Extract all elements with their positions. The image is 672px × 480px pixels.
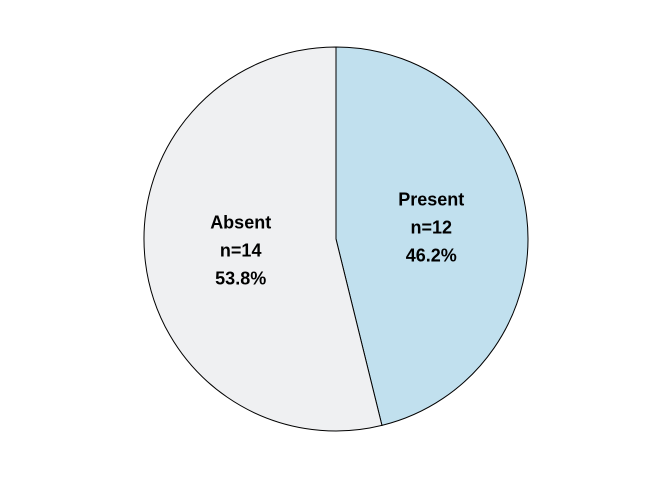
pie-labels: Present n=12 46.2% Absent n=14 53.8% [210,189,464,288]
slice-percent-label-absent: 53.8% [215,269,266,289]
slice-name-label-absent: Absent [210,213,271,233]
slice-name-label-present: Present [398,189,464,209]
pie-slices [143,46,529,432]
slice-count-label-present: n=12 [411,217,453,237]
pie-slice-absent [143,46,383,432]
slice-count-label-absent: n=14 [220,241,262,261]
pie-slice-present [335,46,529,427]
slice-percent-label-present: 46.2% [406,245,457,265]
